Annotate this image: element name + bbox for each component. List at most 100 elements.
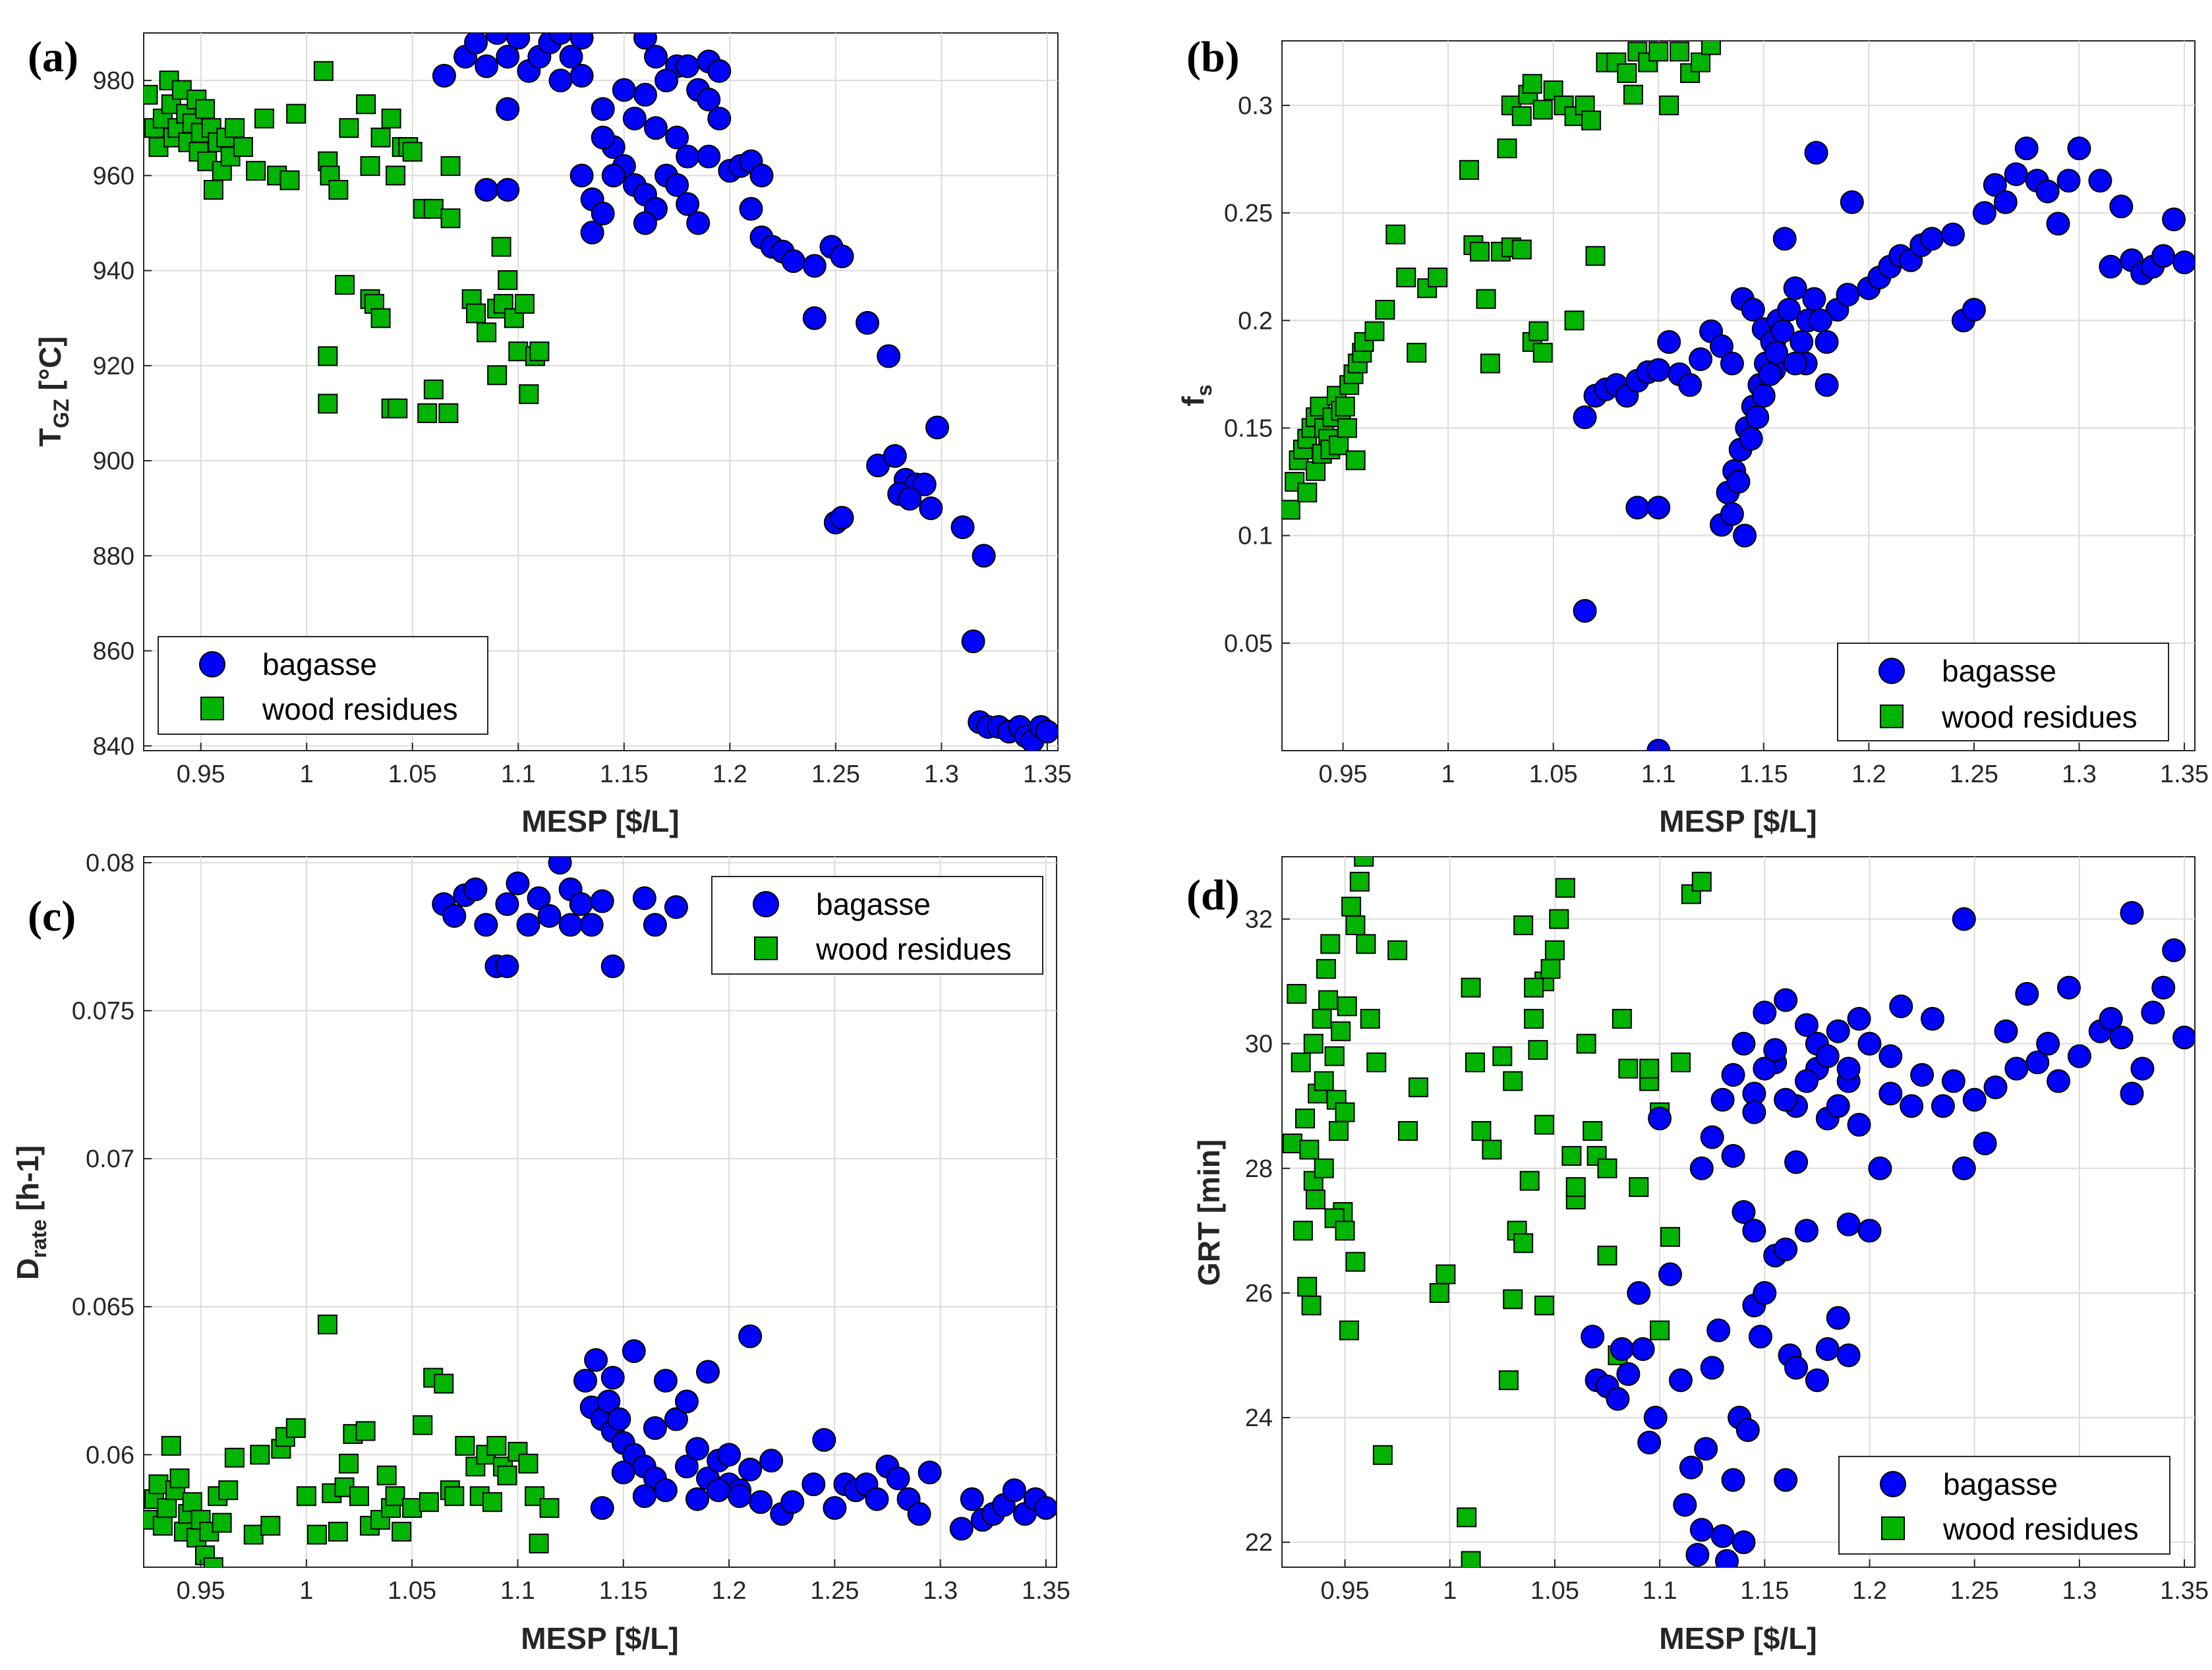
x-tick-label: 0.95 bbox=[177, 761, 225, 788]
bagasse-point bbox=[1709, 334, 1733, 359]
wood-residues-point bbox=[1354, 857, 1374, 867]
bagasse-point bbox=[697, 144, 721, 169]
wood-residues-point bbox=[417, 403, 438, 423]
bagasse-point bbox=[1815, 1337, 1840, 1362]
wood-residues-point bbox=[386, 165, 406, 186]
x-tick-label: 1.2 bbox=[713, 761, 747, 788]
bagasse-point bbox=[442, 904, 467, 928]
y-tick-label: 860 bbox=[93, 638, 134, 666]
wood-residues-point bbox=[1457, 1507, 1477, 1528]
wood-residues-point bbox=[370, 127, 391, 148]
bagasse-point bbox=[1962, 297, 1986, 322]
panel-b-axes bbox=[1281, 40, 2196, 751]
bagasse-point bbox=[961, 629, 985, 654]
x-tick-label: 1.35 bbox=[1023, 761, 1072, 788]
wood-residues-point bbox=[423, 379, 444, 399]
wood-residues-point bbox=[1316, 959, 1336, 979]
bagasse-point bbox=[1941, 1069, 1965, 1093]
x-tick-label: 1.3 bbox=[923, 1577, 958, 1605]
bagasse-point bbox=[495, 954, 519, 979]
wood-residues-point bbox=[225, 118, 245, 138]
y-tick-label: 0.15 bbox=[1224, 415, 1273, 442]
wood-residues-point bbox=[1511, 106, 1532, 127]
wood-residues-point bbox=[246, 161, 266, 181]
wood-residues-point bbox=[1337, 418, 1357, 438]
wood-residues-point bbox=[1476, 289, 1496, 309]
bagasse-point bbox=[537, 904, 562, 928]
bagasse-point bbox=[1753, 1281, 1777, 1305]
wood-residues-point bbox=[1408, 1077, 1428, 1097]
legend-wood-label: wood residues bbox=[262, 692, 458, 726]
bagasse-point bbox=[475, 177, 499, 202]
panel-a-grid bbox=[144, 33, 1058, 751]
wood-residues-point bbox=[1360, 1008, 1380, 1029]
wood-residues-point bbox=[285, 1418, 306, 1438]
bagasse-point bbox=[707, 59, 732, 83]
wood-residues-point bbox=[1564, 310, 1585, 331]
wood-residues-point bbox=[1691, 52, 1711, 72]
bagasse-point bbox=[898, 486, 922, 511]
y-tick-label: 880 bbox=[93, 542, 134, 570]
bagasse-point bbox=[1648, 1107, 1672, 1131]
wood-residues-point bbox=[1469, 241, 1490, 262]
wood-residues-point bbox=[1540, 959, 1561, 979]
wood-residues-point bbox=[169, 1468, 190, 1489]
wood-residues-point bbox=[482, 1492, 502, 1512]
bagasse-point bbox=[728, 1484, 752, 1509]
legend-bagasse-label: bagasse bbox=[816, 887, 931, 921]
wood-residues-point bbox=[388, 398, 408, 418]
y-tick-label: 0.075 bbox=[72, 998, 134, 1025]
bagasse-point bbox=[676, 144, 700, 169]
wood-residues-point bbox=[1314, 1071, 1334, 1091]
bagasse-point bbox=[1714, 1549, 1739, 1567]
x-tick-label: 1 bbox=[299, 1577, 313, 1605]
x-tick-label: 0.95 bbox=[1319, 761, 1368, 788]
bagasse-point bbox=[1774, 1468, 1798, 1492]
x-tick-label: 1.05 bbox=[388, 761, 437, 788]
bagasse-point bbox=[812, 1427, 836, 1452]
wood-residues-point bbox=[1301, 1295, 1322, 1315]
bagasse-point bbox=[1741, 297, 1765, 322]
bagasse-point bbox=[738, 1324, 763, 1348]
bagasse-point bbox=[1921, 1006, 1945, 1031]
bagasse-point bbox=[1772, 227, 1797, 251]
bagasse-point bbox=[1753, 1000, 1777, 1025]
bagasse-point bbox=[1878, 1081, 1903, 1106]
wood-residues-point bbox=[508, 341, 529, 362]
wood-residues-point bbox=[1297, 1277, 1318, 1297]
bagasse-point bbox=[1836, 1056, 1861, 1081]
x-tick-label: 1.05 bbox=[388, 1577, 436, 1605]
x-tick-label: 1.05 bbox=[1530, 1577, 1579, 1605]
wood-residues-point bbox=[1282, 500, 1300, 520]
x-tick-label: 1 bbox=[300, 761, 314, 788]
bagasse-point bbox=[2130, 1056, 2155, 1081]
wood-residues-point bbox=[286, 103, 306, 124]
bagasse-point bbox=[830, 505, 854, 530]
wood-residues-point bbox=[1519, 1170, 1540, 1191]
legend-wood-marker bbox=[1881, 1516, 1905, 1540]
x-tick-label: 1 bbox=[1441, 761, 1455, 788]
wood-residues-point bbox=[335, 275, 355, 295]
bagasse-point bbox=[1732, 1031, 1756, 1056]
bagasse-point bbox=[696, 1360, 720, 1384]
wood-residues-point bbox=[1428, 268, 1448, 287]
wood-residues-point bbox=[1623, 84, 1643, 105]
bagasse-point bbox=[665, 173, 689, 197]
panel-d-ylabel: GRT [min] bbox=[1192, 1139, 1226, 1286]
panel-c-ticks: 0.95 1 1.05 1.1 1.15 1.2 1.25 1.3 1.35 0.06 0.065 0… bbox=[72, 849, 1070, 1605]
wood-residues-point bbox=[1513, 915, 1534, 936]
bagasse-point bbox=[1721, 1468, 1745, 1492]
bagasse-point bbox=[496, 97, 520, 121]
bagasse-point bbox=[1790, 330, 1814, 354]
wood-residues-point bbox=[1659, 95, 1679, 115]
bagasse-point bbox=[1889, 994, 1913, 1018]
legend-bagasse-label: bagasse bbox=[262, 647, 377, 681]
legend-wood-label: wood residues bbox=[815, 932, 1012, 966]
wood-residues-point bbox=[1297, 482, 1318, 503]
bagasse-point bbox=[2035, 179, 2060, 204]
x-tick-label: 1.3 bbox=[2062, 761, 2097, 788]
bagasse-point bbox=[2036, 1031, 2060, 1056]
y-tick-label: 28 bbox=[1245, 1155, 1273, 1183]
x-tick-label: 1.15 bbox=[600, 761, 649, 788]
wood-residues-point bbox=[254, 108, 275, 129]
